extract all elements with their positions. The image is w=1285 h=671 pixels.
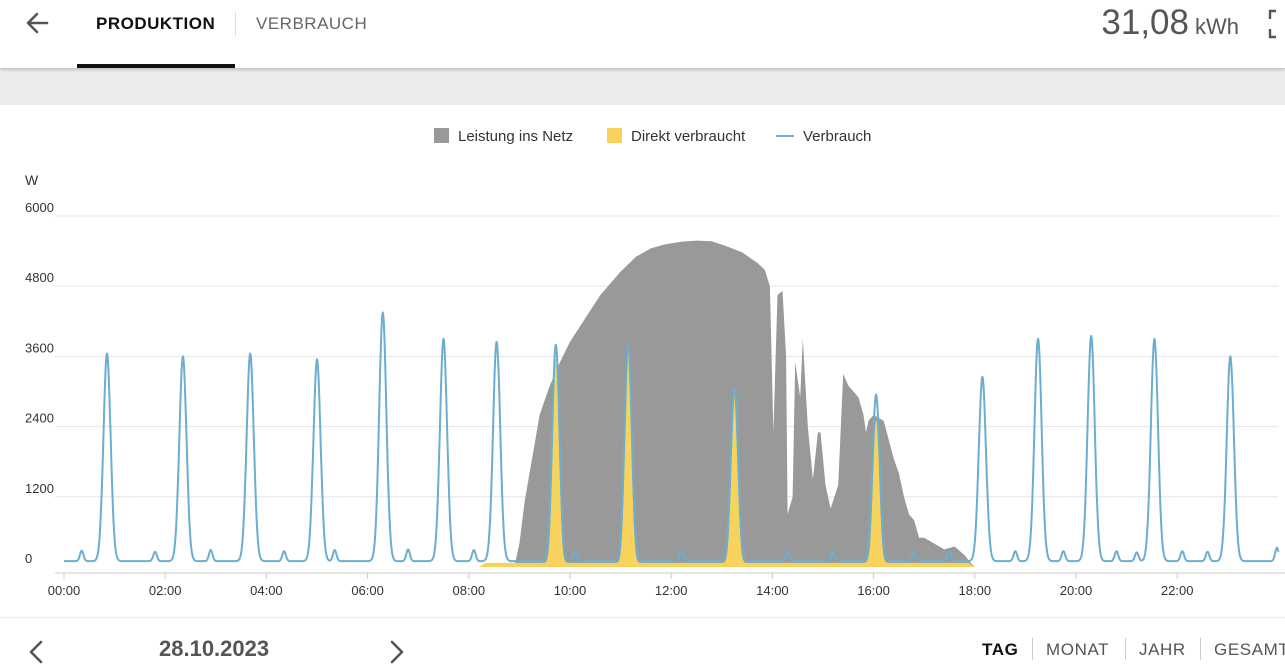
x-tick-label: 00:00 — [48, 583, 81, 598]
chart-axes: 0 1200 2400 3600 4800 6000 00:00 02:00 04:00 06:0… — [25, 200, 1285, 598]
summary-band — [0, 68, 1285, 105]
period-divider — [1125, 638, 1126, 660]
x-tick-label: 16:00 — [857, 583, 890, 598]
legend-item-consumption[interactable]: Verbrauch — [776, 128, 871, 145]
period-jahr[interactable]: JAHR — [1139, 640, 1186, 659]
x-tick-label: 12:00 — [655, 583, 688, 598]
x-tick-label: 20:00 — [1060, 583, 1093, 598]
x-tick-label: 10:00 — [554, 583, 587, 598]
y-tick-label: 6000 — [25, 200, 54, 215]
y-tick-label: 3600 — [25, 340, 54, 355]
bottom-bar: 28.10.2023 TAG MONAT JAHR GESAMT — [0, 617, 1285, 670]
y-tick-label: 1200 — [25, 481, 54, 496]
x-tick-label: 06:00 — [351, 583, 384, 598]
period-gesamt[interactable]: GESAMT — [1214, 640, 1285, 659]
period-tag[interactable]: TAG — [982, 640, 1019, 659]
y-tick-label: 0 — [25, 551, 32, 566]
total-energy-value: 31,08 — [1101, 3, 1189, 42]
next-day-button[interactable] — [385, 638, 409, 666]
y-tick-label: 2400 — [25, 411, 54, 426]
legend-label-grid: Leistung ins Netz — [458, 128, 574, 145]
total-energy: 31,08 kWh — [1101, 3, 1239, 43]
x-tick-label: 18:00 — [959, 583, 992, 598]
x-tick-label: 14:00 — [756, 583, 789, 598]
period-divider — [1032, 638, 1033, 660]
y-axis-unit: W — [25, 172, 39, 188]
tab-produktion[interactable]: PRODUKTION — [77, 0, 235, 68]
period-monat[interactable]: MONAT — [1046, 640, 1110, 659]
legend-item-grid[interactable]: Leistung ins Netz — [434, 128, 573, 145]
chart-legend: Leistung ins Netz Direkt verbraucht Verb… — [0, 128, 1285, 148]
tab-produktion-label: PRODUKTION — [96, 14, 216, 33]
top-bar: PRODUKTION VERBRAUCH 31,08 kWh — [0, 0, 1285, 68]
grid-feed-area — [514, 240, 975, 567]
x-tick-label: 02:00 — [149, 583, 182, 598]
x-tick-label: 08:00 — [453, 583, 486, 598]
tab-divider — [235, 12, 236, 36]
tab-verbrauch-label: VERBRAUCH — [256, 14, 368, 33]
legend-label-direct: Direkt verbraucht — [631, 128, 746, 145]
consumption-line — [63, 311, 1280, 563]
x-tick-label: 22:00 — [1161, 583, 1194, 598]
period-divider — [1200, 638, 1201, 660]
legend-item-direct[interactable]: Direkt verbraucht — [607, 128, 745, 145]
direct-consumption-area — [478, 346, 975, 567]
arrow-left-icon — [26, 12, 49, 34]
selected-date[interactable]: 28.10.2023 — [159, 636, 270, 661]
legend-label-consumption: Verbrauch — [803, 128, 872, 145]
tab-verbrauch[interactable]: VERBRAUCH — [236, 0, 386, 68]
x-tick-label: 04:00 — [250, 583, 283, 598]
y-tick-label: 4800 — [25, 270, 54, 285]
legend-swatch-direct — [607, 128, 622, 143]
chevron-right-icon — [390, 640, 404, 664]
legend-swatch-grid — [434, 128, 449, 143]
power-chart[interactable]: W 0 1200 2400 3600 4800 6000 00:00 02:00 04:00 06… — [0, 160, 1285, 610]
back-button[interactable] — [22, 8, 54, 38]
fullscreen-button[interactable] — [1266, 8, 1284, 40]
chart-series — [63, 240, 1280, 567]
fullscreen-icon — [1268, 9, 1276, 39]
legend-swatch-consumption — [776, 135, 794, 137]
active-tab-indicator — [77, 64, 235, 68]
total-energy-unit: kWh — [1195, 14, 1239, 39]
chevron-left-icon — [29, 640, 43, 664]
previous-day-button[interactable] — [24, 638, 48, 666]
